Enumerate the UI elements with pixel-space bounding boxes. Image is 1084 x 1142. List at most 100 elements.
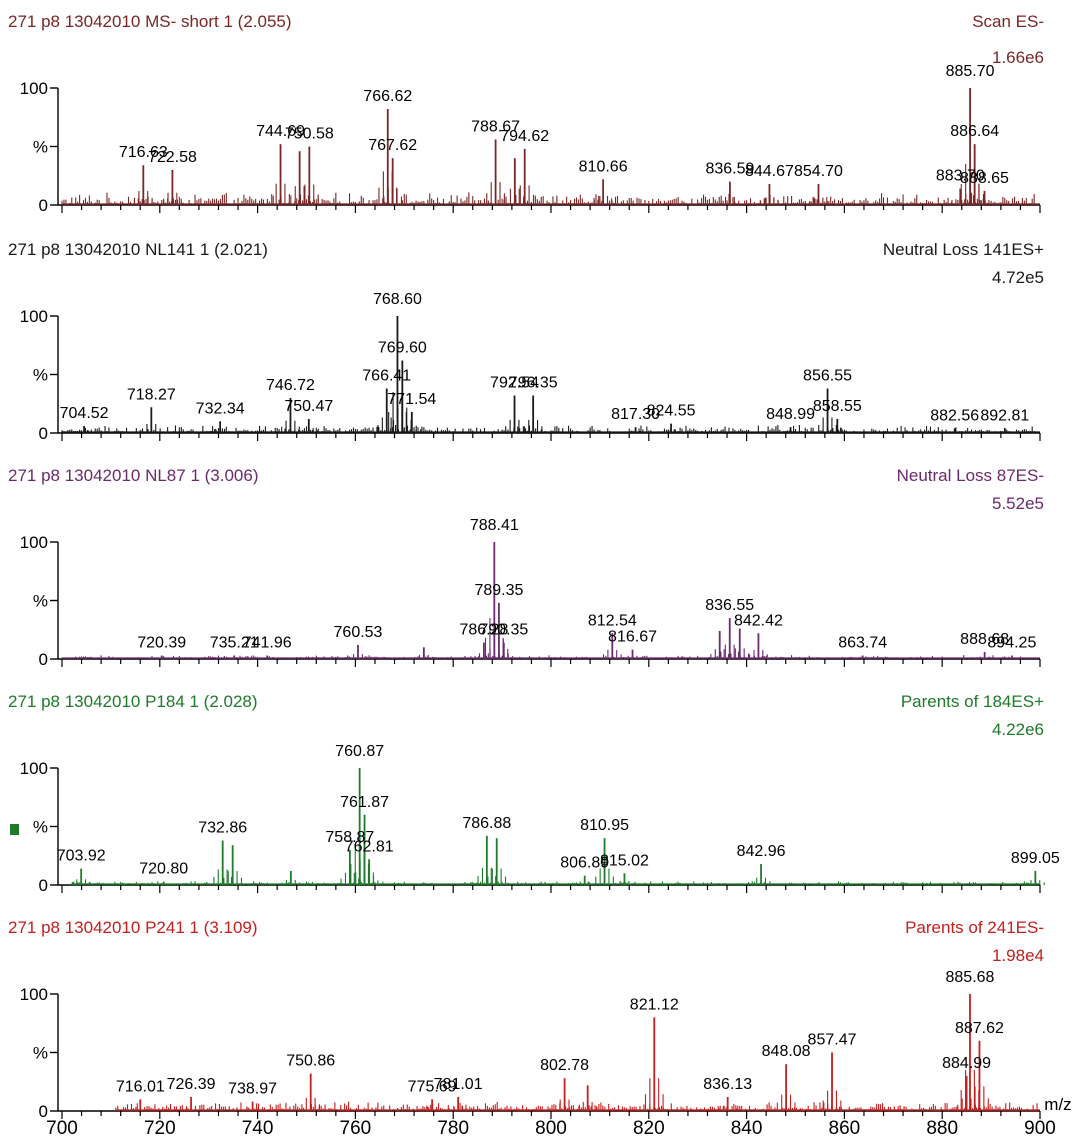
spectrum-title: 271 p8 13042010 P241 1 (3.109) xyxy=(8,918,258,937)
spectrum-plot: 100% 0 703.92 720.80 732.86 758.87 760.87 761.8… xyxy=(20,743,1060,895)
peak-mz-label: 744.69 xyxy=(256,123,305,140)
peak-mz-label: 786.88 xyxy=(462,815,511,832)
peak-mz-label: 738.97 xyxy=(228,1081,277,1098)
peak-mz-label: 760.87 xyxy=(335,743,384,760)
y-tick-max: 100 xyxy=(20,759,48,778)
y-tick-max: 100 xyxy=(20,79,48,98)
spectrum-title: 271 p8 13042010 NL87 1 (3.006) xyxy=(8,466,259,485)
y-tick-max: 100 xyxy=(20,307,48,326)
peak-mz-label: 716.63 xyxy=(119,144,168,161)
peak-mz-label: 816.67 xyxy=(608,629,657,646)
scan-type-label: Parents of 184ES+ xyxy=(900,692,1044,711)
spectrum-noise-trace xyxy=(61,192,1037,205)
peak-mz-label: 746.72 xyxy=(266,377,315,394)
peak-mz-label: 794.62 xyxy=(500,128,549,145)
channel-marker-icon xyxy=(10,824,19,835)
peak-mz-label: 732.34 xyxy=(196,400,245,417)
peak-mz-label: 720.39 xyxy=(137,634,186,651)
peak-mz-label: 885.68 xyxy=(946,969,995,986)
base-peak-intensity: 4.72e5 xyxy=(992,268,1044,287)
y-tick-zero: 0 xyxy=(39,876,48,895)
x-tick-label: 880 xyxy=(926,1118,958,1139)
base-peak-intensity: 4.22e6 xyxy=(992,720,1044,739)
peak-mz-label: 892.81 xyxy=(980,407,1029,424)
y-tick-zero: 0 xyxy=(39,1102,48,1121)
peak-mz-label: 821.12 xyxy=(630,996,679,1013)
y-tick-zero: 0 xyxy=(39,650,48,669)
peak-mz-label: 844.67 xyxy=(745,163,794,180)
y-tick-zero: 0 xyxy=(39,196,48,215)
x-tick-label: 740 xyxy=(242,1118,274,1139)
y-tick-max: 100 xyxy=(20,533,48,552)
peak-mz-label: 858.55 xyxy=(813,398,862,415)
peak-mz-label: 769.60 xyxy=(378,339,427,356)
spectrum-title: 271 p8 13042010 MS- short 1 (2.055) xyxy=(8,12,292,31)
peak-mz-label: 732.86 xyxy=(198,820,247,837)
peak-mz-label: 789.35 xyxy=(474,582,523,599)
peak-mz-label: 775.69 xyxy=(408,1078,457,1095)
peak-mz-label: 766.62 xyxy=(363,88,412,105)
spectrum-plot: 100% 0 716.01 726.39 738.97 750.86 775.69781.0… xyxy=(20,969,1041,1121)
peak-mz-label: 836.13 xyxy=(703,1076,752,1093)
peak-mz-label: 766.41 xyxy=(362,368,411,385)
peak-mz-label: 815.02 xyxy=(600,852,649,869)
peak-mz-label: 720.80 xyxy=(139,860,188,877)
x-tick-label: 900 xyxy=(1024,1118,1056,1139)
peak-mz-label: 722.58 xyxy=(148,149,197,166)
x-axis-unit-label: m/z xyxy=(1044,1095,1071,1114)
peak-mz-label: 762.81 xyxy=(345,838,394,855)
peak-mz-label: 750.86 xyxy=(286,1053,335,1070)
peak-mz-label: 767.62 xyxy=(368,137,417,154)
x-tick-label: 820 xyxy=(633,1118,665,1139)
peak-mz-label: 886.64 xyxy=(950,123,999,140)
peak-mz-label: 741.96 xyxy=(243,634,292,651)
peak-mz-label: 854.70 xyxy=(794,163,843,180)
peak-mz-label: 882.56 xyxy=(930,407,979,424)
peak-mz-label: 792.54 xyxy=(490,375,539,392)
peak-mz-label: 888.65 xyxy=(960,170,1009,187)
peak-mz-label: 768.60 xyxy=(373,291,422,308)
peak-mz-label: 750.47 xyxy=(284,398,333,415)
peak-mz-label: 836.55 xyxy=(705,597,754,614)
base-peak-intensity: 5.52e5 xyxy=(992,494,1044,513)
peak-mz-label: 842.96 xyxy=(737,843,786,860)
y-axis-percent-label: % xyxy=(33,818,48,837)
peak-mz-label: 856.55 xyxy=(803,368,852,385)
peak-mz-label: 824.55 xyxy=(647,403,696,420)
peak-mz-label: 703.92 xyxy=(57,848,106,865)
peak-mz-label: 817.30 xyxy=(611,406,660,423)
x-tick-label: 780 xyxy=(437,1118,469,1139)
peak-mz-label: 786.28 xyxy=(459,622,508,639)
peak-mz-label: 842.42 xyxy=(734,612,783,629)
x-axis-labels: 700 720 740 760 780 800 820 840 860 880 900 m/z xyxy=(46,1095,1072,1139)
peak-mz-label: 735.21 xyxy=(210,634,259,651)
peak-mz-label: 790.35 xyxy=(479,622,528,639)
peak-mz-label: 704.52 xyxy=(60,405,109,422)
y-axis-percent-label: % xyxy=(33,592,48,611)
y-axis-percent-label: % xyxy=(33,1044,48,1063)
peak-mz-label: 888.68 xyxy=(960,631,1009,648)
scan-type-label: Parents of 241ES- xyxy=(905,918,1044,937)
peak-mz-label: 726.39 xyxy=(167,1076,216,1093)
peak-mz-label: 848.99 xyxy=(766,406,815,423)
spectrum-plot: 100% 0 704.52 718.27 732.34 746.72 750.47 766.4… xyxy=(20,291,1041,443)
peak-mz-label: 887.62 xyxy=(955,1020,1004,1037)
y-tick-zero: 0 xyxy=(39,424,48,443)
peak-mz-label: 771.54 xyxy=(387,391,436,408)
peak-mz-label: 718.27 xyxy=(127,386,176,403)
x-tick-label: 860 xyxy=(829,1118,861,1139)
peak-mz-label: 863.74 xyxy=(838,634,887,651)
base-peak-intensity: 1.98e4 xyxy=(992,946,1044,965)
peak-mz-label: 761.87 xyxy=(340,794,389,811)
peak-mz-label: 894.25 xyxy=(987,634,1036,651)
spectrum-title: 271 p8 13042010 NL141 1 (2.021) xyxy=(8,240,268,259)
peak-mz-label: 716.01 xyxy=(116,1078,165,1095)
peak-mz-label: 884.99 xyxy=(942,1055,991,1072)
peak-mz-label: 781.01 xyxy=(434,1076,483,1093)
spectrum-title: 271 p8 13042010 P184 1 (2.028) xyxy=(8,692,258,711)
peak-mz-label: 750.58 xyxy=(285,126,334,143)
scan-type-label: Scan ES- xyxy=(972,12,1044,31)
y-axis-percent-label: % xyxy=(33,138,48,157)
